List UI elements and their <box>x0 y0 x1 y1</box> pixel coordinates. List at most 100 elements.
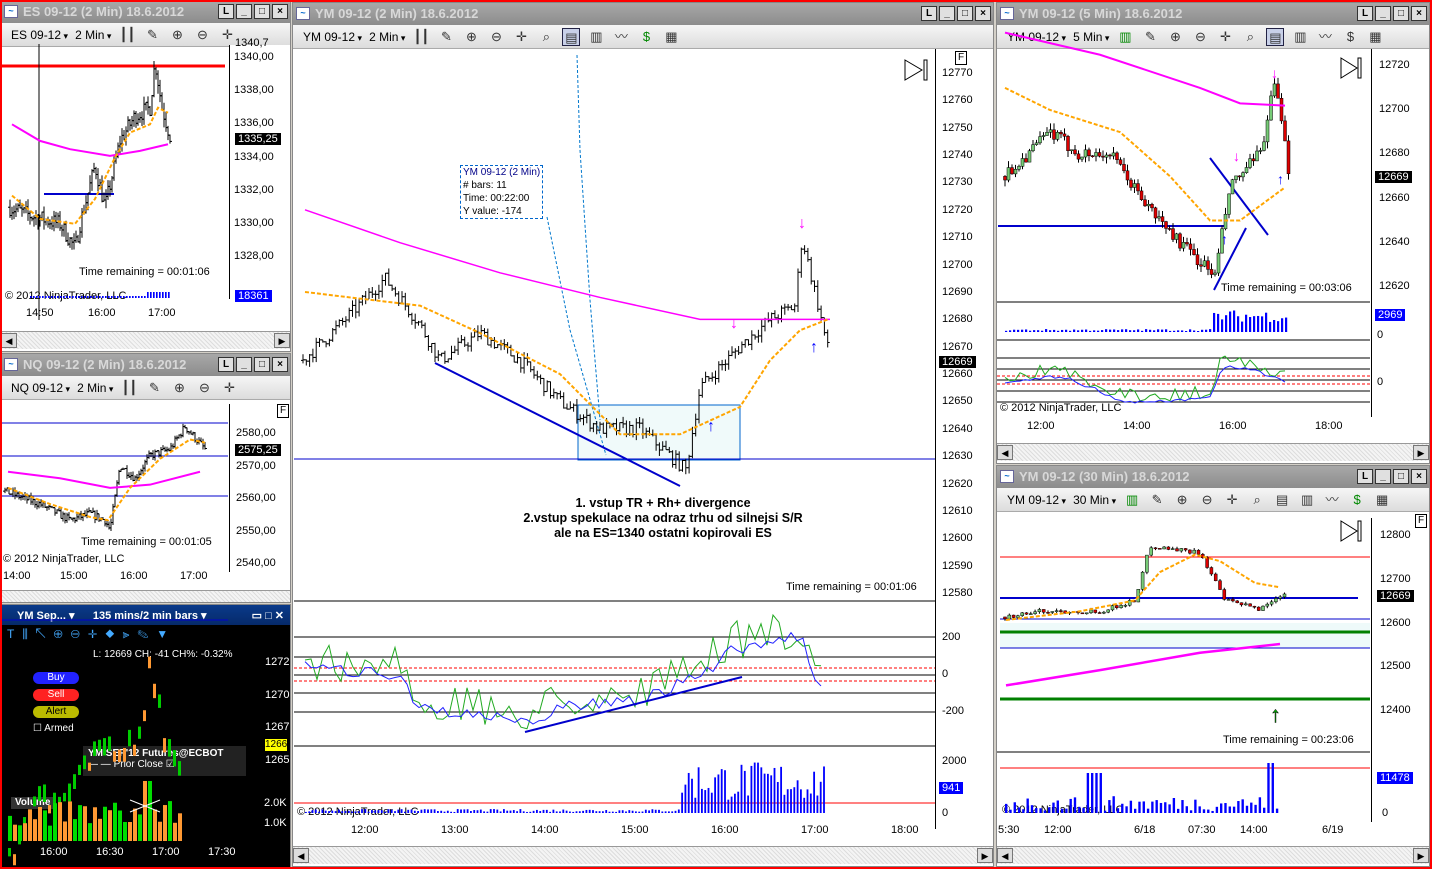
window-controls[interactable]: ▭ □ ✕ <box>251 610 284 622</box>
scroll-right-button[interactable]: ▶ <box>1413 848 1429 863</box>
range-dropdown[interactable]: 135 mins/2 min bars <box>92 610 198 622</box>
horizontal-scrollbar[interactable] <box>1 590 290 602</box>
link-button[interactable]: L <box>1357 6 1373 21</box>
scroll-right-button[interactable]: ▶ <box>274 333 290 348</box>
interval-dropdown[interactable]: 2 Min <box>77 381 113 395</box>
pencil-icon[interactable]: ✎ <box>440 28 452 44</box>
maximize-button[interactable]: □ <box>254 357 270 372</box>
dollar-icon[interactable]: $ <box>642 28 651 44</box>
f-button[interactable]: F <box>955 51 968 65</box>
zoom-in-icon[interactable]: ⊕ <box>172 26 183 42</box>
chart-trader-icon[interactable]: ▤ <box>1266 27 1285 46</box>
instrument-dropdown[interactable]: YM 09-12 <box>1007 493 1066 507</box>
minimize-button[interactable]: _ <box>236 4 252 19</box>
zoom-in-icon[interactable]: ⊕ <box>173 379 185 395</box>
zoom-out-icon[interactable]: ⊖ <box>198 379 210 395</box>
f-button[interactable]: F <box>277 404 290 418</box>
link-button[interactable]: L <box>218 357 234 372</box>
scroll-right-button[interactable]: ▶ <box>977 848 993 863</box>
alert-button[interactable]: Alert <box>33 706 79 718</box>
minimize-button[interactable]: _ <box>236 357 252 372</box>
sell-button[interactable]: Sell <box>33 689 79 701</box>
price-axis[interactable] <box>229 404 290 572</box>
title-bar[interactable]: YM Sep... ▾ 135 mins/2 min bars ▾ ▭ □ ✕ <box>1 605 290 625</box>
magnifier-icon[interactable]: ⌕ <box>1246 28 1255 44</box>
scroll-left-button[interactable]: ◀ <box>1 333 17 348</box>
symbol-dropdown[interactable]: YM Sep... <box>17 610 66 622</box>
minimize-button[interactable]: _ <box>1375 6 1391 21</box>
pencil-icon[interactable]: ✎ <box>1151 491 1163 507</box>
crosshair-icon[interactable]: ✛ <box>1226 491 1238 507</box>
link-button[interactable]: L <box>1357 469 1373 484</box>
horizontal-scrollbar[interactable]: ◀ ▶ <box>997 443 1429 461</box>
close-button[interactable]: × <box>1411 6 1427 21</box>
price-axis[interactable] <box>1371 518 1429 822</box>
link-button[interactable]: L <box>921 6 937 21</box>
title-bar[interactable]: ~ YM 09-12 (30 Min) 18.6.2012 L _ □ × <box>997 466 1429 488</box>
crosshair-icon[interactable]: ✛ <box>1219 28 1231 44</box>
close-button[interactable]: × <box>975 6 991 21</box>
indicator-icon[interactable]: 〰 <box>1318 28 1332 44</box>
scroll-left-button[interactable]: ◀ <box>293 848 309 863</box>
pencil-icon[interactable]: ✎ <box>1144 28 1156 44</box>
candlestick-icon[interactable]: ▥ <box>590 28 603 44</box>
zoom-out-icon[interactable]: ⊖ <box>1194 28 1206 44</box>
crosshair-icon[interactable]: ✛ <box>515 28 527 44</box>
title-bar[interactable]: ~ YM 09-12 (5 Min) 18.6.2012 L _ □ × <box>997 3 1429 25</box>
maximize-button[interactable]: □ <box>1393 6 1409 21</box>
candlestick-icon[interactable]: ▥ <box>1119 28 1132 44</box>
scroll-left-button[interactable]: ◀ <box>997 445 1013 460</box>
interval-dropdown[interactable]: 2 Min <box>75 28 111 42</box>
link-button[interactable]: L <box>218 4 234 19</box>
candlestick-icon[interactable]: ▥ <box>1125 491 1139 507</box>
scroll-right-button[interactable]: ▶ <box>1413 445 1429 460</box>
close-button[interactable]: × <box>272 4 288 19</box>
price-axis[interactable] <box>229 45 290 299</box>
crosshair-icon[interactable]: ✛ <box>222 26 233 42</box>
bar-type-icon[interactable]: ┃┃ <box>121 379 138 395</box>
price-axis[interactable] <box>935 49 993 829</box>
title-bar[interactable]: ~ ES 09-12 (2 Min) 18.6.2012 L _ □ × <box>1 1 290 23</box>
zoom-in-icon[interactable]: ⊕ <box>1169 28 1181 44</box>
maximize-button[interactable]: □ <box>957 6 973 21</box>
indicator-icon[interactable]: 〰 <box>1325 491 1339 507</box>
crosshair-icon[interactable]: ✛ <box>223 379 235 395</box>
title-bar[interactable]: ~ YM 09-12 (2 Min) 18.6.2012 L _ □ × <box>293 3 993 25</box>
properties-icon[interactable]: ▦ <box>1375 491 1389 507</box>
minimize-button[interactable]: _ <box>1375 469 1391 484</box>
chart-trader-icon[interactable]: ▤ <box>562 27 581 46</box>
properties-icon[interactable]: ▦ <box>665 28 678 44</box>
interval-dropdown[interactable]: 2 Min <box>369 30 405 44</box>
pencil-icon[interactable]: ✎ <box>148 379 160 395</box>
properties-icon[interactable]: ▦ <box>1369 28 1382 44</box>
buy-button[interactable]: Buy <box>33 672 79 684</box>
zoom-in-icon[interactable]: ⊕ <box>465 28 477 44</box>
bars-icon[interactable]: ▥ <box>1294 28 1307 44</box>
instrument-dropdown[interactable]: YM 09-12 <box>1007 30 1066 44</box>
instrument-dropdown[interactable]: ES 09-12 <box>11 28 68 42</box>
dollar-icon[interactable]: $ <box>1346 28 1355 44</box>
zoom-out-icon[interactable]: ⊖ <box>197 26 208 42</box>
minimize-button[interactable]: _ <box>939 6 955 21</box>
ib-toolbar[interactable]: T⫼↖⊕⊖✛◆⫸✎▼ <box>7 627 177 641</box>
horizontal-scrollbar[interactable]: ◀ ▶ <box>293 846 993 864</box>
bar-type-icon[interactable]: ┃┃ <box>119 26 136 42</box>
horizontal-scrollbar[interactable]: ◀ ▶ <box>997 846 1429 864</box>
maximize-button[interactable]: □ <box>1393 469 1409 484</box>
scroll-left-button[interactable]: ◀ <box>997 848 1013 863</box>
armed-checkbox[interactable]: ☐ Armed <box>33 723 74 734</box>
chart-trader-icon[interactable]: ▤ <box>1275 491 1289 507</box>
bar-type-icon[interactable]: ┃┃ <box>413 28 430 44</box>
magnifier-icon[interactable]: ⌕ <box>1253 491 1261 507</box>
zoom-out-icon[interactable]: ⊖ <box>490 28 502 44</box>
title-bar[interactable]: ~ NQ 09-12 (2 Min) 18.6.2012 L _ □ × <box>1 354 290 376</box>
zoom-out-icon[interactable]: ⊖ <box>1201 491 1213 507</box>
zoom-in-icon[interactable]: ⊕ <box>1176 491 1188 507</box>
indicator-icon[interactable]: 〰 <box>614 28 628 44</box>
instrument-dropdown[interactable]: NQ 09-12 <box>11 381 70 395</box>
instrument-dropdown[interactable]: YM 09-12 <box>303 30 362 44</box>
dollar-icon[interactable]: $ <box>1353 491 1361 507</box>
close-button[interactable]: × <box>1411 469 1427 484</box>
price-axis[interactable] <box>1371 49 1429 417</box>
f-button[interactable]: F <box>1415 514 1428 528</box>
